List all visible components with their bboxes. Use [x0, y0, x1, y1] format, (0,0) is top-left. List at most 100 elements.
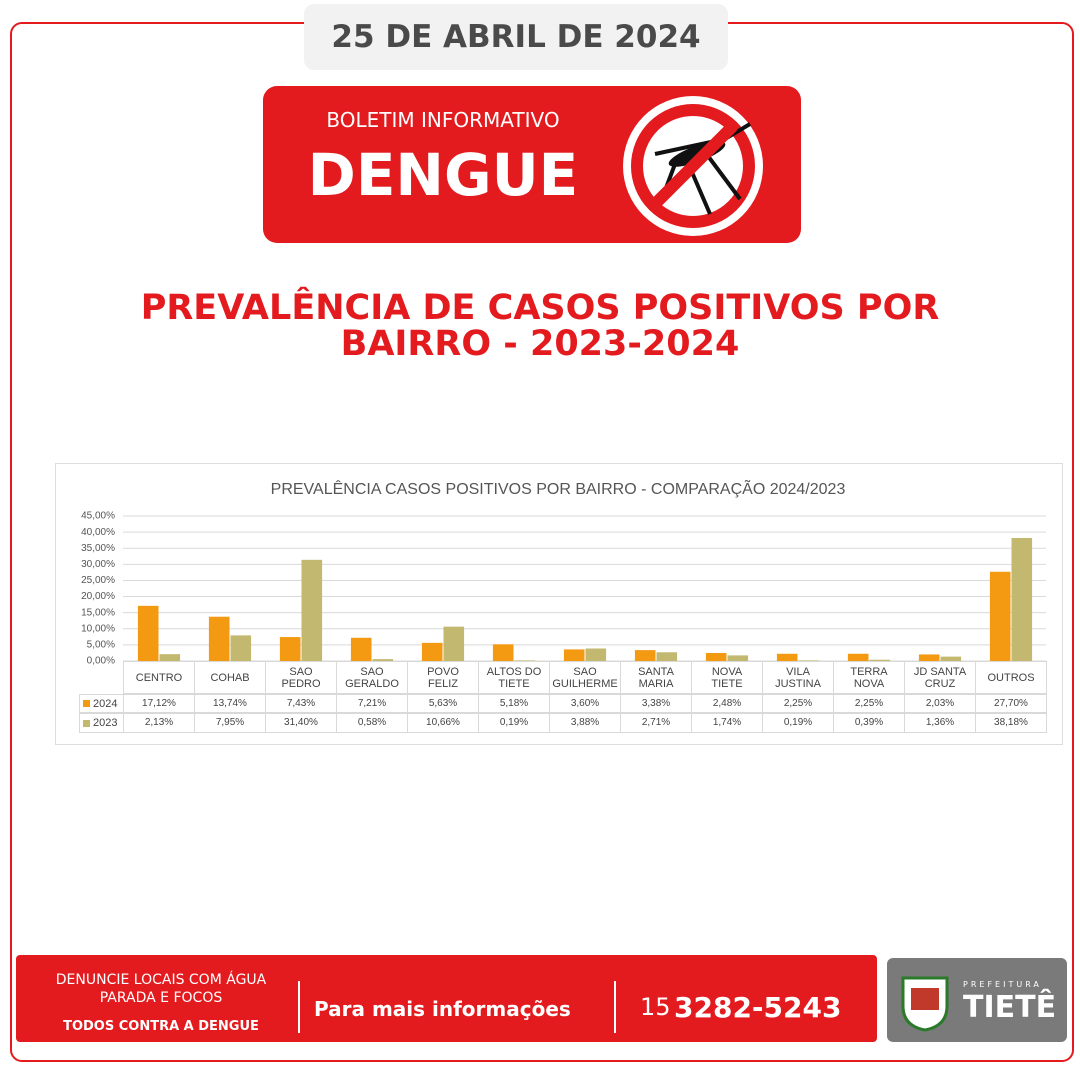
value-label: 7,95% — [194, 713, 266, 733]
bar — [421, 642, 443, 661]
banner: BOLETIM INFORMATIVO DENGUE — [263, 86, 801, 243]
value-label: 13,74% — [194, 694, 266, 713]
bar — [563, 649, 585, 661]
bar — [443, 626, 465, 661]
logo-top: PREFEITURA — [963, 980, 1042, 989]
y-tick-label: 30,00% — [81, 559, 115, 570]
no-mosquito-icon — [623, 96, 763, 236]
bar — [372, 659, 394, 661]
legend-label: 2023 — [93, 717, 118, 729]
footer-area-code: 15 — [640, 993, 671, 1021]
footer-slogan: TODOS CONTRA A DENGUE — [63, 1019, 259, 1034]
bar — [918, 654, 940, 661]
category-label: POVO FELIZ — [407, 661, 479, 694]
chart: PREVALÊNCIA CASOS POSITIVOS POR BAIRRO -… — [81, 478, 1046, 667]
value-label: 5,18% — [478, 694, 550, 713]
bar — [492, 644, 514, 661]
y-tick-label: 25,00% — [81, 575, 115, 586]
bar — [350, 637, 372, 661]
y-tick-label: 40,00% — [81, 527, 115, 538]
value-label: 1,74% — [691, 713, 763, 733]
value-label: 2,25% — [762, 694, 834, 713]
legend-swatch — [83, 719, 90, 727]
category-label: ALTOS DO TIETE — [478, 661, 550, 694]
banner-subtitle: BOLETIM INFORMATIVO — [326, 108, 560, 132]
legend-entry: 2023 — [79, 713, 124, 733]
legend-label: 2024 — [93, 697, 118, 710]
footer-call: DENUNCIE LOCAIS COM ÁGUA PARADA E FOCOS — [55, 972, 267, 1006]
bar — [798, 660, 820, 661]
chart-title: PREVALÊNCIA CASOS POSITIVOS POR BAIRRO -… — [271, 478, 846, 498]
bar — [230, 635, 252, 661]
bar — [585, 648, 607, 661]
value-label: 0,39% — [833, 713, 905, 733]
legend-swatch — [83, 700, 90, 707]
value-label: 38,18% — [975, 713, 1047, 733]
value-label: 5,63% — [407, 694, 479, 713]
category-label: COHAB — [194, 661, 266, 694]
bar — [208, 616, 230, 661]
logo: PREFEITURA TIETÊ — [887, 958, 1067, 1042]
bar — [279, 637, 301, 661]
value-label: 3,38% — [620, 694, 692, 713]
value-label: 2,13% — [123, 713, 195, 733]
value-label: 27,70% — [975, 694, 1047, 713]
chart-box: PREVALÊNCIA CASOS POSITIVOS POR BAIRRO -… — [55, 463, 1063, 745]
category-label: SANTA MARIA — [620, 661, 692, 694]
bar — [940, 656, 962, 661]
bar — [1011, 537, 1033, 661]
y-tick-label: 20,00% — [81, 591, 115, 602]
footer: DENUNCIE LOCAIS COM ÁGUA PARADA E FOCOS … — [16, 955, 877, 1042]
bar — [776, 653, 798, 661]
value-label: 3,88% — [549, 713, 621, 733]
bar — [847, 653, 869, 661]
value-label: 0,19% — [762, 713, 834, 733]
value-label: 0,19% — [478, 713, 550, 733]
value-label: 1,36% — [904, 713, 976, 733]
y-tick-label: 10,00% — [81, 623, 115, 634]
divider — [298, 981, 300, 1033]
y-tick-label: 15,00% — [81, 607, 115, 618]
category-label: SAO GUILHERME — [549, 661, 621, 694]
category-label: NOVA TIETE — [691, 661, 763, 694]
value-label: 2,71% — [620, 713, 692, 733]
bar — [634, 650, 656, 661]
bar — [514, 660, 536, 661]
value-label: 2,03% — [904, 694, 976, 713]
logo-crest — [901, 976, 949, 1032]
category-label: SAO GERALDO — [336, 661, 408, 694]
banner-title: DENGUE — [307, 141, 579, 209]
logo-name: TIETÊ — [963, 990, 1057, 1025]
bar — [869, 659, 891, 661]
value-label: 0,58% — [336, 713, 408, 733]
heading: PREVALÊNCIA DE CASOS POSITIVOS POR BAIRR… — [140, 288, 940, 364]
value-label: 2,25% — [833, 694, 905, 713]
category-label: JD SANTA CRUZ — [904, 661, 976, 694]
bar — [656, 652, 678, 661]
bar — [159, 654, 181, 661]
category-label: TERRA NOVA — [833, 661, 905, 694]
value-label: 10,66% — [407, 713, 479, 733]
y-tick-label: 0,00% — [87, 656, 115, 667]
bar — [705, 653, 727, 661]
category-label: OUTROS — [975, 661, 1047, 694]
footer-phone: 3282-5243 — [674, 991, 842, 1024]
bar — [989, 571, 1011, 661]
value-label: 7,43% — [265, 694, 337, 713]
bar — [301, 559, 323, 661]
y-tick-label: 45,00% — [81, 511, 115, 522]
bar — [727, 655, 749, 661]
category-label: VILA JUSTINA — [762, 661, 834, 694]
footer-info: Para mais informações — [314, 997, 571, 1021]
value-label: 17,12% — [123, 694, 195, 713]
divider — [614, 981, 616, 1033]
category-label: CENTRO — [123, 661, 195, 694]
legend-entry: 2024 — [79, 694, 124, 713]
value-label: 2,48% — [691, 694, 763, 713]
category-label: SAO PEDRO — [265, 661, 337, 694]
y-tick-label: 5,00% — [87, 640, 115, 651]
y-tick-label: 35,00% — [81, 543, 115, 554]
value-label: 31,40% — [265, 713, 337, 733]
value-label: 7,21% — [336, 694, 408, 713]
